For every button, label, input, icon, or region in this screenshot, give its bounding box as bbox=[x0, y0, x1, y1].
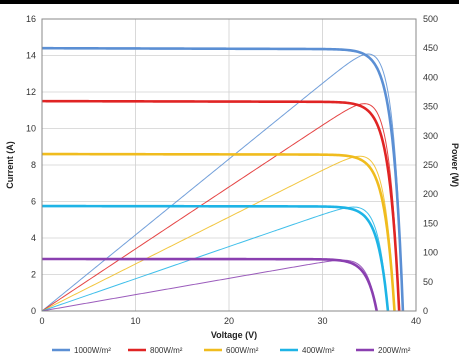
y-left-tick-label-2: 4 bbox=[31, 233, 36, 243]
y-right-tick-label-0: 0 bbox=[423, 306, 428, 316]
x-tick-label-1: 10 bbox=[130, 316, 140, 326]
y-right-tick-label-7: 350 bbox=[423, 102, 438, 112]
legend-label-2: 600W/m² bbox=[226, 346, 259, 355]
y-left-tick-label-3: 6 bbox=[31, 197, 36, 207]
y-right-tick-label-5: 250 bbox=[423, 160, 438, 170]
y-right-tick-label-9: 450 bbox=[423, 43, 438, 53]
y-right-tick-label-8: 400 bbox=[423, 72, 438, 82]
y-right-tick-label-2: 100 bbox=[423, 248, 438, 258]
y-left-tick-label-4: 8 bbox=[31, 160, 36, 170]
axes bbox=[41, 18, 417, 312]
power-curve-1 bbox=[41, 103, 400, 312]
legend-label-4: 200W/m² bbox=[378, 346, 411, 355]
current-curve-1 bbox=[42, 99, 401, 312]
data-curves bbox=[41, 46, 405, 312]
y-left-tick-label-8: 16 bbox=[26, 14, 36, 24]
y-right-tick-label-10: 500 bbox=[423, 14, 438, 24]
current-curve-4 bbox=[42, 257, 379, 312]
legend-label-0: 1000W/m² bbox=[74, 346, 111, 355]
y-right-tick-label-4: 200 bbox=[423, 189, 438, 199]
power-curve-2 bbox=[41, 155, 395, 312]
y-right-axis-title: Power (W) bbox=[450, 143, 459, 187]
y-left-tick-label-5: 10 bbox=[26, 124, 36, 134]
power-curve-4 bbox=[41, 259, 378, 312]
top-border bbox=[0, 0, 459, 4]
x-tick-label-2: 20 bbox=[224, 316, 234, 326]
x-axis-title: Voltage (V) bbox=[211, 330, 257, 340]
x-tick-label-4: 40 bbox=[411, 316, 421, 326]
y-left-tick-label-6: 12 bbox=[26, 87, 36, 97]
x-tick-label-0: 0 bbox=[39, 316, 44, 326]
current-curve-0 bbox=[42, 46, 405, 312]
power-curve-3 bbox=[41, 206, 389, 312]
x-tick-label-3: 30 bbox=[317, 316, 327, 326]
y-left-tick-label-0: 0 bbox=[31, 306, 36, 316]
current-curve-3 bbox=[42, 204, 390, 312]
y-left-tick-label-7: 14 bbox=[26, 51, 36, 61]
tick-labels: 0 10 20 30 400246810121416050100150200250300… bbox=[26, 14, 438, 326]
legend-label-3: 400W/m² bbox=[302, 346, 335, 355]
legend: 1000W/m² 800W/m² 600W/m² 400W/m² 200W/m² bbox=[52, 346, 411, 355]
y-right-tick-label-3: 150 bbox=[423, 218, 438, 228]
current-curve-2 bbox=[42, 152, 396, 312]
y-right-tick-label-6: 300 bbox=[423, 131, 438, 141]
legend-label-1: 800W/m² bbox=[150, 346, 183, 355]
y-left-tick-label-1: 2 bbox=[31, 270, 36, 280]
power-curve-0 bbox=[41, 53, 404, 312]
plot-border bbox=[41, 18, 417, 312]
y-right-tick-label-1: 50 bbox=[423, 277, 433, 287]
y-left-axis-title: Current (A) bbox=[5, 141, 15, 189]
